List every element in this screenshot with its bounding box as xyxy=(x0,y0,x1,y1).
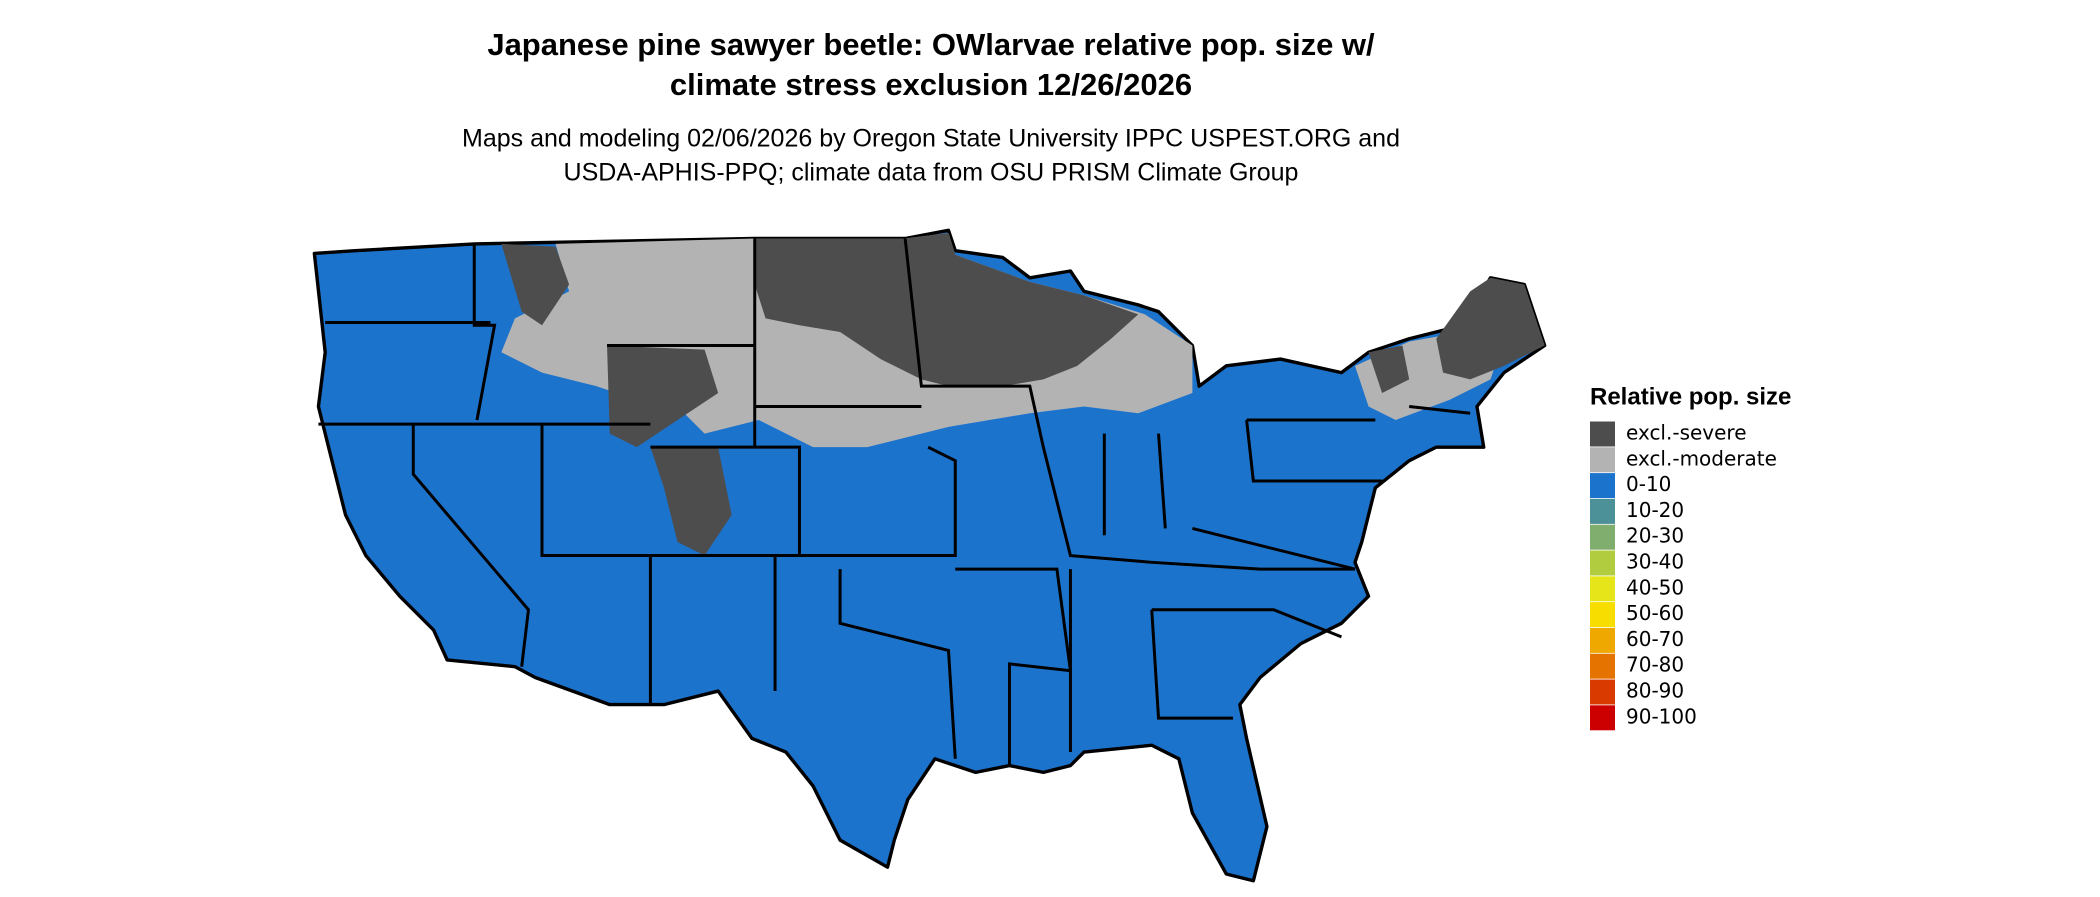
legend-label: excl.-moderate xyxy=(1626,446,1777,470)
legend-label: 0-10 xyxy=(1626,472,1671,496)
legend-swatch xyxy=(1590,524,1615,550)
legend-swatch xyxy=(1590,447,1615,473)
subtitle-line: USDA-APHIS-PPQ; climate data from OSU PR… xyxy=(564,159,1299,187)
legend-swatch xyxy=(1590,421,1615,447)
legend-label: 80-90 xyxy=(1626,679,1684,703)
us-map xyxy=(312,228,1547,883)
legend-swatch xyxy=(1590,653,1615,679)
legend-swatch xyxy=(1590,627,1615,653)
legend-label: 90-100 xyxy=(1626,704,1697,728)
title-line: climate stress exclusion 12/26/2026 xyxy=(670,67,1192,102)
legend-label: 70-80 xyxy=(1626,653,1684,677)
legend-label: excl.-severe xyxy=(1626,421,1747,445)
legend-label: 40-50 xyxy=(1626,575,1684,599)
legend-swatch xyxy=(1590,705,1615,731)
legend-label: 20-30 xyxy=(1626,524,1684,548)
legend-swatch xyxy=(1590,679,1615,705)
legend-label: 60-70 xyxy=(1626,627,1684,651)
subtitle-line: Maps and modeling 02/06/2026 by Oregon S… xyxy=(462,125,1400,153)
legend-swatch xyxy=(1590,576,1615,602)
title-line: Japanese pine sawyer beetle: OWlarvae re… xyxy=(487,27,1375,62)
severe-zone xyxy=(501,233,1545,556)
legend-swatch xyxy=(1590,498,1615,524)
legend-label: 50-60 xyxy=(1626,601,1684,625)
legend-swatch xyxy=(1590,550,1615,576)
legend-title: Relative pop. size xyxy=(1590,383,1791,410)
legend-swatch xyxy=(1590,473,1615,499)
legend-swatch xyxy=(1590,602,1615,628)
state-borders xyxy=(318,238,1471,766)
legend-label: 10-20 xyxy=(1626,498,1684,522)
legend-label: 30-40 xyxy=(1626,550,1684,574)
